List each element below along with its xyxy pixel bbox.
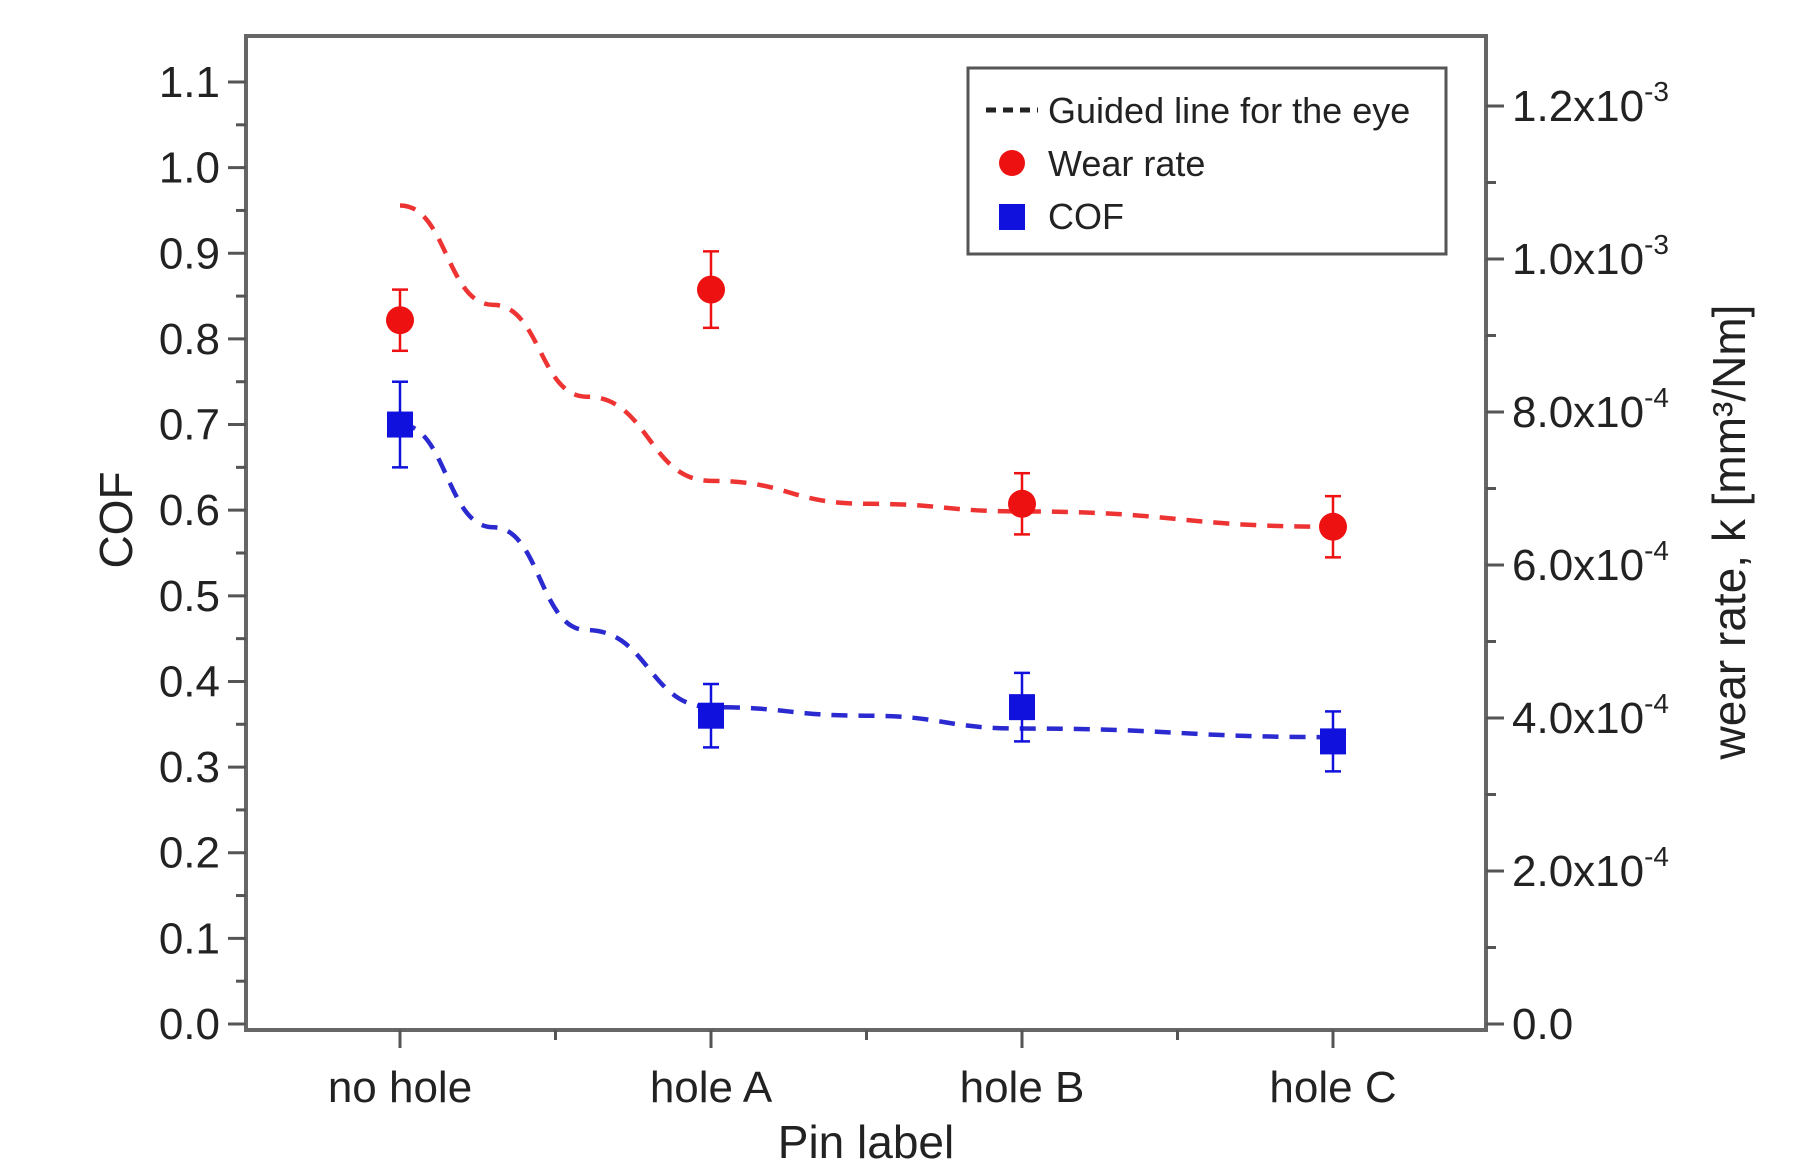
left-tick-label: 0.3: [159, 743, 220, 792]
y-axis-title-right: wear rate, k [mm³/Nm]: [1703, 305, 1755, 761]
legend-circle-icon: [999, 150, 1025, 176]
legend: Guided line for the eye Wear rate COF: [966, 66, 1448, 256]
left-tick-label: 0.2: [159, 829, 220, 878]
right-tick-label: 1.0x10-3: [1512, 229, 1669, 284]
wear-rate-point: [1319, 512, 1347, 541]
legend-label-cof: COF: [1048, 196, 1124, 237]
wear-rate-point: [697, 275, 725, 304]
left-tick-label: 0.0: [159, 1000, 220, 1049]
left-tick-label: 1.1: [159, 58, 220, 107]
cof-point: [698, 702, 724, 729]
x-tick-label: hole B: [960, 1063, 1085, 1112]
left-tick-label: 0.9: [159, 229, 220, 278]
right-tick-label: 0.0: [1512, 1000, 1573, 1049]
guide-line-1: [399, 422, 1334, 740]
cof-point: [1009, 694, 1035, 721]
right-tick-label: 1.2x10-3: [1512, 76, 1669, 131]
x-axis-title: Pin label: [778, 1116, 954, 1165]
guide-line-0: [399, 203, 1334, 529]
cof-point: [387, 411, 413, 438]
wear-rate-point: [386, 306, 414, 335]
left-tick-label: 1.0: [159, 144, 220, 193]
legend-label-guide: Guided line for the eye: [1048, 90, 1410, 131]
left-tick-label: 0.5: [159, 572, 220, 621]
legend-box: [966, 66, 1448, 256]
cof-point: [1320, 728, 1346, 755]
guide-lines: [399, 203, 1334, 740]
right-tick-label: 6.0x10-4: [1512, 535, 1669, 590]
left-tick-label: 0.8: [159, 315, 220, 364]
left-tick-label: 0.4: [159, 657, 220, 706]
legend-label-wear-rate: Wear rate: [1048, 143, 1205, 184]
left-tick-label: 0.7: [159, 401, 220, 450]
y-axis-title-left: COF: [90, 471, 142, 568]
left-tick-label: 0.1: [159, 914, 220, 963]
x-axis-ticks: no hole hole A hole B hole C: [328, 1030, 1397, 1112]
right-tick-label: 4.0x10-4: [1512, 688, 1669, 743]
right-tick-label: 8.0x10-4: [1512, 382, 1669, 437]
x-tick-label: hole A: [650, 1063, 773, 1112]
left-axis-ticks: 0.0 0.1 0.2 0.3 0.4 0.5 0.6 0.7 0.8 0.9 1.0 1.1: [159, 58, 246, 1049]
x-tick-label: no hole: [328, 1063, 472, 1112]
x-tick-label: hole C: [1269, 1063, 1396, 1112]
right-axis-ticks: 0.0 2.0x10-4 4.0x10-4 6.0x10-4 8.0x10-4 1.0x1…: [1486, 76, 1669, 1049]
right-tick-label: 2.0x10-4: [1512, 841, 1669, 896]
data-marks: [386, 250, 1347, 773]
left-tick-label: 0.6: [159, 486, 220, 535]
wear-rate-point: [1008, 489, 1036, 518]
legend-square-icon: [999, 204, 1025, 230]
